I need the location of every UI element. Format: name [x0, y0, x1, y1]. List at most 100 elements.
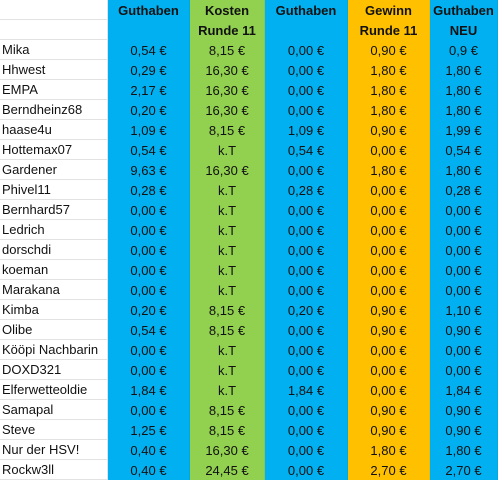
player-name-cell[interactable]: Steve	[0, 420, 108, 440]
guthaben-neu-cell[interactable]: 0,00 €	[430, 220, 498, 240]
guthaben-2-cell[interactable]: 0,00 €	[265, 460, 348, 480]
guthaben-neu-cell[interactable]: 2,70 €	[430, 460, 498, 480]
kosten-cell[interactable]: k.T	[190, 360, 265, 380]
guthaben-neu-cell[interactable]: 0,00 €	[430, 240, 498, 260]
guthaben-cell[interactable]: 0,00 €	[108, 400, 190, 420]
player-name-cell[interactable]: Gardener	[0, 160, 108, 180]
guthaben-cell[interactable]: 0,54 €	[108, 320, 190, 340]
gewinn-cell[interactable]: 0,00 €	[348, 340, 430, 360]
player-name-cell[interactable]: Mika	[0, 40, 108, 60]
guthaben-cell[interactable]: 0,00 €	[108, 280, 190, 300]
player-name-cell[interactable]: Hhwest	[0, 60, 108, 80]
guthaben-cell[interactable]: 0,20 €	[108, 300, 190, 320]
kosten-cell[interactable]: 8,15 €	[190, 120, 265, 140]
guthaben-2-cell[interactable]: 0,00 €	[265, 280, 348, 300]
guthaben-cell[interactable]: 0,40 €	[108, 440, 190, 460]
guthaben-neu-cell[interactable]: 1,84 €	[430, 380, 498, 400]
player-name-cell[interactable]: Kimba	[0, 300, 108, 320]
gewinn-cell[interactable]: 0,00 €	[348, 140, 430, 160]
guthaben-neu-cell[interactable]: 0,90 €	[430, 420, 498, 440]
guthaben-neu-cell[interactable]: 0,00 €	[430, 280, 498, 300]
gewinn-cell[interactable]: 0,00 €	[348, 240, 430, 260]
guthaben-2-cell[interactable]: 0,00 €	[265, 340, 348, 360]
kosten-cell[interactable]: k.T	[190, 240, 265, 260]
gewinn-cell[interactable]: 1,80 €	[348, 80, 430, 100]
guthaben-2-cell[interactable]: 0,00 €	[265, 320, 348, 340]
guthaben-cell[interactable]: 0,29 €	[108, 60, 190, 80]
guthaben-2-cell[interactable]: 0,00 €	[265, 160, 348, 180]
guthaben-neu-cell[interactable]: 1,80 €	[430, 160, 498, 180]
guthaben-neu-cell[interactable]: 0,00 €	[430, 360, 498, 380]
header-gewinn[interactable]: Gewinn	[348, 0, 430, 20]
player-name-cell[interactable]: haase4u	[0, 120, 108, 140]
guthaben-2-cell[interactable]: 0,54 €	[265, 140, 348, 160]
guthaben-neu-cell[interactable]: 0,00 €	[430, 260, 498, 280]
kosten-cell[interactable]: 16,30 €	[190, 440, 265, 460]
guthaben-cell[interactable]: 1,84 €	[108, 380, 190, 400]
guthaben-2-cell[interactable]: 0,00 €	[265, 220, 348, 240]
player-name-cell[interactable]: Marakana	[0, 280, 108, 300]
guthaben-neu-cell[interactable]: 1,10 €	[430, 300, 498, 320]
guthaben-2-cell[interactable]: 0,00 €	[265, 400, 348, 420]
header-guthaben-neu-sub[interactable]: NEU	[430, 20, 498, 40]
gewinn-cell[interactable]: 0,00 €	[348, 180, 430, 200]
player-name-cell[interactable]: Kööpi Nachbarin	[0, 340, 108, 360]
guthaben-2-cell[interactable]: 1,09 €	[265, 120, 348, 140]
guthaben-cell[interactable]: 0,40 €	[108, 460, 190, 480]
player-name-cell[interactable]: Olibe	[0, 320, 108, 340]
guthaben-cell[interactable]: 1,09 €	[108, 120, 190, 140]
kosten-cell[interactable]: k.T	[190, 340, 265, 360]
guthaben-2-cell[interactable]: 0,00 €	[265, 420, 348, 440]
guthaben-neu-cell[interactable]: 1,80 €	[430, 80, 498, 100]
guthaben-2-cell[interactable]: 0,00 €	[265, 40, 348, 60]
kosten-cell[interactable]: k.T	[190, 140, 265, 160]
guthaben-cell[interactable]: 0,00 €	[108, 360, 190, 380]
player-name-cell[interactable]: Phivel11	[0, 180, 108, 200]
kosten-cell[interactable]: 8,15 €	[190, 420, 265, 440]
header-guthaben-sub[interactable]	[108, 20, 190, 40]
gewinn-cell[interactable]: 0,00 €	[348, 260, 430, 280]
kosten-cell[interactable]: 8,15 €	[190, 320, 265, 340]
guthaben-neu-cell[interactable]: 0,28 €	[430, 180, 498, 200]
guthaben-2-cell[interactable]: 1,84 €	[265, 380, 348, 400]
player-name-cell[interactable]: Elferwetteoldie	[0, 380, 108, 400]
header-cell-name[interactable]	[0, 0, 108, 20]
kosten-cell[interactable]: 16,30 €	[190, 160, 265, 180]
player-name-cell[interactable]: Bernhard57	[0, 200, 108, 220]
guthaben-2-cell[interactable]: 0,00 €	[265, 60, 348, 80]
guthaben-cell[interactable]: 1,25 €	[108, 420, 190, 440]
kosten-cell[interactable]: 24,45 €	[190, 460, 265, 480]
kosten-cell[interactable]: 16,30 €	[190, 100, 265, 120]
kosten-cell[interactable]: k.T	[190, 260, 265, 280]
guthaben-cell[interactable]: 0,00 €	[108, 220, 190, 240]
gewinn-cell[interactable]: 1,80 €	[348, 440, 430, 460]
player-name-cell[interactable]: dorschdi	[0, 240, 108, 260]
guthaben-neu-cell[interactable]: 0,90 €	[430, 400, 498, 420]
gewinn-cell[interactable]: 0,90 €	[348, 300, 430, 320]
guthaben-cell[interactable]: 0,20 €	[108, 100, 190, 120]
player-name-cell[interactable]: Samapal	[0, 400, 108, 420]
guthaben-2-cell[interactable]: 0,00 €	[265, 100, 348, 120]
gewinn-cell[interactable]: 0,00 €	[348, 360, 430, 380]
guthaben-2-cell[interactable]: 0,20 €	[265, 300, 348, 320]
header-cell-name-2[interactable]	[0, 20, 108, 40]
kosten-cell[interactable]: k.T	[190, 380, 265, 400]
kosten-cell[interactable]: 16,30 €	[190, 80, 265, 100]
guthaben-cell[interactable]: 9,63 €	[108, 160, 190, 180]
player-name-cell[interactable]: Ledrich	[0, 220, 108, 240]
player-name-cell[interactable]: koeman	[0, 260, 108, 280]
gewinn-cell[interactable]: 0,90 €	[348, 120, 430, 140]
header-guthaben-2[interactable]: Guthaben	[265, 0, 348, 20]
player-name-cell[interactable]: Berndheinz68	[0, 100, 108, 120]
guthaben-2-cell[interactable]: 0,00 €	[265, 260, 348, 280]
header-gewinn-sub[interactable]: Runde 11	[348, 20, 430, 40]
player-name-cell[interactable]: Nur der HSV!	[0, 440, 108, 460]
kosten-cell[interactable]: k.T	[190, 220, 265, 240]
guthaben-neu-cell[interactable]: 1,99 €	[430, 120, 498, 140]
guthaben-neu-cell[interactable]: 0,00 €	[430, 340, 498, 360]
gewinn-cell[interactable]: 0,90 €	[348, 420, 430, 440]
gewinn-cell[interactable]: 0,00 €	[348, 200, 430, 220]
player-name-cell[interactable]: Hottemax07	[0, 140, 108, 160]
guthaben-neu-cell[interactable]: 1,80 €	[430, 440, 498, 460]
gewinn-cell[interactable]: 1,80 €	[348, 100, 430, 120]
